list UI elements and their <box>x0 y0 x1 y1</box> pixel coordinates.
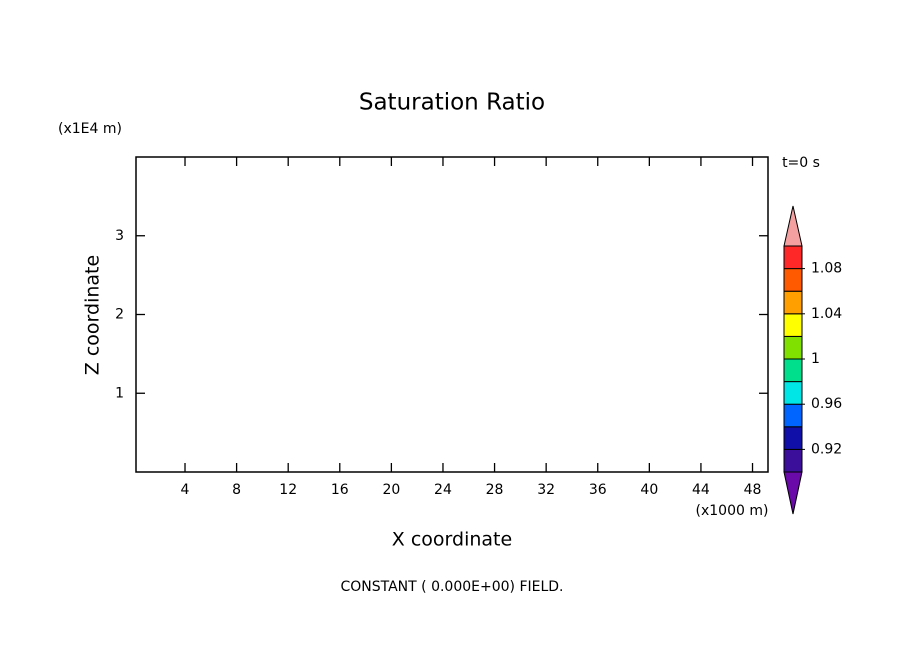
y-tick-label: 1 <box>115 385 124 401</box>
x-tick-label: 28 <box>486 482 504 498</box>
colorbar-box <box>783 403 803 428</box>
colorbar-box <box>783 426 803 450</box>
colorbar-label: 1.08 <box>811 261 842 277</box>
colorbar-box <box>783 268 803 292</box>
time-label: t=0 s <box>782 155 820 171</box>
colorbar-box <box>783 381 803 405</box>
y-unit: (x1E4 m) <box>58 121 122 137</box>
x-tick-label: 20 <box>382 482 400 498</box>
x-tick-label: 32 <box>537 482 555 498</box>
colorbar-box <box>783 290 803 315</box>
x-tick-label: 48 <box>744 482 762 498</box>
colorbar-label: 1.04 <box>811 306 842 322</box>
x-tick-label: 24 <box>434 482 452 498</box>
colorbar-label: 0.92 <box>811 441 842 457</box>
x-tick-label: 4 <box>181 482 190 498</box>
x-tick-label: 40 <box>640 482 658 498</box>
x-unit: (x1000 m) <box>696 503 769 519</box>
x-tick-label: 16 <box>331 482 349 498</box>
colorbar-over <box>783 205 803 247</box>
y-tick-label: 2 <box>115 307 124 323</box>
x-tick-label: 36 <box>589 482 607 498</box>
y-axis-label: Z coordinate <box>82 255 104 375</box>
colorbar-box <box>783 313 803 337</box>
colorbar-box <box>783 448 803 473</box>
footnote: CONSTANT ( 0.000E+00) FIELD. <box>340 579 563 595</box>
x-tick-label: 44 <box>692 482 710 498</box>
colorbar-under <box>783 471 803 515</box>
x-axis-label: X coordinate <box>392 529 512 551</box>
colorbar-label: 1 <box>811 351 820 367</box>
x-tick-label: 12 <box>279 482 297 498</box>
colorbar-box <box>783 245 803 270</box>
x-tick-label: 8 <box>232 482 241 498</box>
chart-title: Saturation Ratio <box>359 90 545 116</box>
y-tick-label: 3 <box>115 228 124 244</box>
colorbar-box <box>783 358 803 383</box>
plot-frame <box>135 156 769 473</box>
colorbar-label: 0.96 <box>811 396 842 412</box>
colorbar-box <box>783 335 803 360</box>
